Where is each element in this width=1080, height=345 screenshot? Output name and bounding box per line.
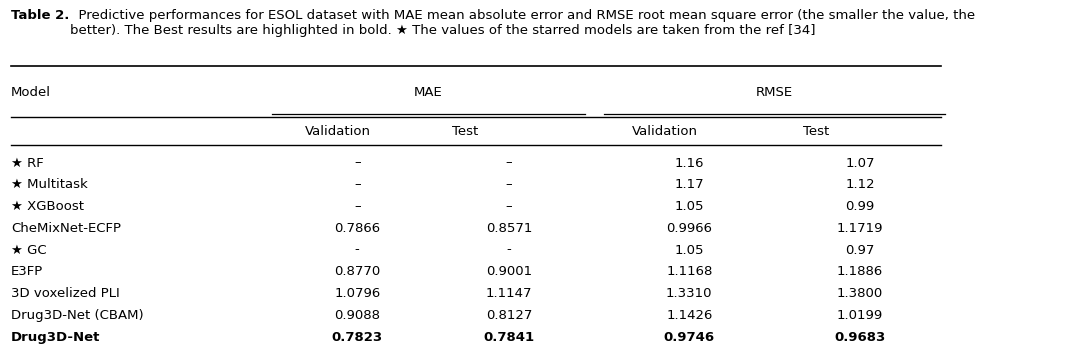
- Text: 0.9746: 0.9746: [664, 331, 715, 344]
- Text: RMSE: RMSE: [756, 86, 793, 99]
- Text: Model: Model: [11, 86, 51, 99]
- Text: 0.7866: 0.7866: [334, 222, 380, 235]
- Text: 0.9683: 0.9683: [835, 331, 886, 344]
- Text: -: -: [507, 244, 512, 257]
- Text: 1.07: 1.07: [846, 157, 875, 169]
- Text: 1.1719: 1.1719: [837, 222, 883, 235]
- Text: –: –: [354, 178, 361, 191]
- Text: Table 2.: Table 2.: [11, 9, 69, 22]
- Text: 0.7841: 0.7841: [484, 331, 535, 344]
- Text: ★ RF: ★ RF: [11, 157, 43, 169]
- Text: 1.17: 1.17: [675, 178, 704, 191]
- Text: 1.3310: 1.3310: [666, 287, 713, 300]
- Text: 1.1168: 1.1168: [666, 265, 713, 278]
- Text: Validation: Validation: [633, 125, 699, 138]
- Text: 0.9001: 0.9001: [486, 265, 532, 278]
- Text: 3D voxelized PLI: 3D voxelized PLI: [11, 287, 120, 300]
- Text: 1.05: 1.05: [675, 200, 704, 213]
- Text: -: -: [355, 244, 360, 257]
- Text: –: –: [354, 200, 361, 213]
- Text: 0.9966: 0.9966: [666, 222, 713, 235]
- Text: 1.12: 1.12: [846, 178, 875, 191]
- Text: Test: Test: [453, 125, 478, 138]
- Text: Drug3D-Net (CBAM): Drug3D-Net (CBAM): [11, 309, 144, 322]
- Text: Drug3D-Net: Drug3D-Net: [11, 331, 100, 344]
- Text: 1.0796: 1.0796: [334, 287, 380, 300]
- Text: Validation: Validation: [305, 125, 372, 138]
- Text: 0.7823: 0.7823: [332, 331, 382, 344]
- Text: ★ GC: ★ GC: [11, 244, 46, 257]
- Text: 0.9088: 0.9088: [334, 309, 380, 322]
- Text: ★ XGBoost: ★ XGBoost: [11, 200, 84, 213]
- Text: –: –: [354, 157, 361, 169]
- Text: 1.1426: 1.1426: [666, 309, 713, 322]
- Text: 1.05: 1.05: [675, 244, 704, 257]
- Text: 1.3800: 1.3800: [837, 287, 883, 300]
- Text: Test: Test: [804, 125, 829, 138]
- Text: –: –: [505, 178, 512, 191]
- Text: 1.0199: 1.0199: [837, 309, 883, 322]
- Text: 0.8571: 0.8571: [486, 222, 532, 235]
- Text: 1.1147: 1.1147: [486, 287, 532, 300]
- Text: 0.97: 0.97: [846, 244, 875, 257]
- Text: Predictive performances for ESOL dataset with MAE mean absolute error and RMSE r: Predictive performances for ESOL dataset…: [70, 9, 975, 37]
- Text: 1.1886: 1.1886: [837, 265, 883, 278]
- Text: 0.8127: 0.8127: [486, 309, 532, 322]
- Text: 0.99: 0.99: [846, 200, 875, 213]
- Text: ★ Multitask: ★ Multitask: [11, 178, 87, 191]
- Text: 1.16: 1.16: [675, 157, 704, 169]
- Text: CheMixNet-ECFP: CheMixNet-ECFP: [11, 222, 121, 235]
- Text: MAE: MAE: [414, 86, 443, 99]
- Text: –: –: [505, 200, 512, 213]
- Text: 0.8770: 0.8770: [334, 265, 380, 278]
- Text: E3FP: E3FP: [11, 265, 43, 278]
- Text: –: –: [505, 157, 512, 169]
